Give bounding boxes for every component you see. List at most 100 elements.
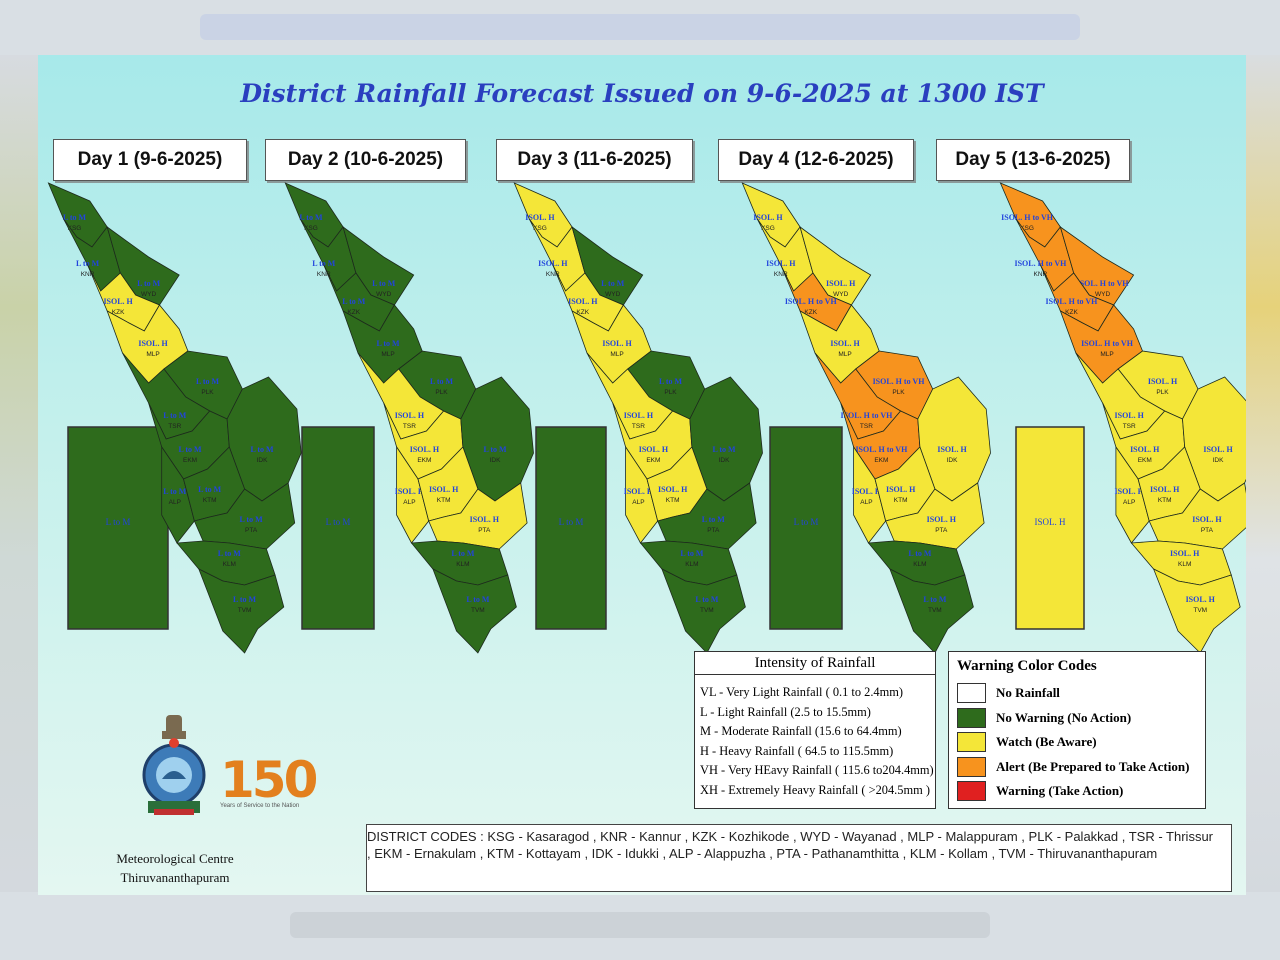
district-code-label: IDK — [490, 457, 502, 464]
district-code-label: TSR — [403, 423, 416, 430]
district-code-label: KZK — [112, 309, 125, 316]
district-code-label: IDK — [257, 457, 269, 464]
district-code-label: ALP — [632, 499, 644, 506]
district-code-label: KLM — [223, 561, 236, 568]
district-code-label: TVM — [700, 607, 714, 614]
blurred-right-edge — [1246, 55, 1280, 895]
warning-legend-label: Watch (Be Aware) — [996, 734, 1097, 750]
district-forecast-label: ISOL. H — [766, 259, 796, 268]
district-forecast-label: ISOL. H — [1186, 595, 1216, 604]
district-forecast-label: ISOL. H to VH — [873, 377, 926, 386]
district-code-label: KSG — [304, 225, 318, 232]
district-code-label: TSR — [1123, 423, 1136, 430]
district-forecast-label: ISOL. H — [624, 411, 654, 420]
lakshadweep-label: L to M — [559, 517, 584, 527]
day-3-label: Day 3 (11-6-2025) — [496, 139, 693, 181]
district-code-label: PLK — [664, 389, 677, 396]
district-code-label: ALP — [403, 499, 415, 506]
blurred-left-edge — [0, 55, 40, 895]
district-code-label: PLK — [892, 389, 905, 396]
org-name-line1: Meteorological Centre — [116, 851, 234, 866]
lakshadweep-box — [1015, 426, 1085, 630]
district-code-label: EKM — [646, 457, 660, 464]
intensity-item: VL - Very Light Rainfall ( 0.1 to 2.4mm) — [700, 685, 904, 699]
district-forecast-label: ISOL. H — [410, 445, 440, 454]
district-forecast-label: L to M — [923, 595, 947, 604]
district-forecast-label: ISOL. H — [1115, 411, 1145, 420]
district-forecast-label: L to M — [601, 279, 625, 288]
district-code-label: KZK — [576, 309, 589, 316]
district-forecast-label: ISOL. H to VH — [1046, 297, 1099, 306]
district-code-label: KNR — [774, 271, 788, 278]
district-forecast-label: ISOL. H — [1170, 549, 1200, 558]
district-alp — [625, 445, 659, 544]
district-forecast-label: L to M — [163, 487, 187, 496]
district-code-label: EKM — [183, 457, 197, 464]
district-code-label: MLP — [146, 351, 159, 358]
imd-seal-icon — [142, 738, 206, 815]
district-forecast-label: L to M — [702, 515, 726, 524]
district-forecast-label: ISOL. H — [470, 515, 500, 524]
district-forecast-label: ISOL. H — [525, 213, 555, 222]
district-forecast-label: ISOL. H — [937, 445, 967, 454]
district-alp — [853, 445, 887, 544]
district-code-label: TVM — [471, 607, 485, 614]
district-code-label: EKM — [417, 457, 431, 464]
lakshadweep-box — [769, 426, 843, 630]
district-code-label: PTA — [707, 527, 720, 534]
district-forecast-label: ISOL. H to VH — [840, 411, 893, 420]
district-forecast-label: ISOL. H — [1130, 445, 1160, 454]
warning-legend-label: No Rainfall — [996, 685, 1060, 701]
district-forecast-label: L to M — [250, 445, 274, 454]
district-forecast-label: ISOL. H — [826, 279, 856, 288]
district-code-label: TVM — [928, 607, 942, 614]
district-code-label: PLK — [435, 389, 448, 396]
blurred-top-strip — [0, 0, 1280, 55]
lakshadweep-label: L to M — [326, 517, 351, 527]
district-forecast-label: ISOL. H to VH — [1081, 339, 1134, 348]
district-forecast-label: ISOL. H — [1192, 515, 1222, 524]
district-code-label: MLP — [381, 351, 394, 358]
imd-emblem-logo — [142, 715, 206, 815]
district-code-label: MLP — [1100, 351, 1113, 358]
district-code-label: KNR — [81, 271, 95, 278]
district-code-label: KTM — [666, 497, 680, 504]
district-code-label: KSG — [533, 225, 547, 232]
district-code-label: IDK — [1213, 457, 1225, 464]
district-forecast-label: L to M — [659, 377, 683, 386]
district-forecast-label: ISOL. H — [927, 515, 957, 524]
district-code-label: TVM — [238, 607, 252, 614]
anniversary-tagline: Years of Service to the Nation — [220, 803, 300, 809]
district-forecast-label: ISOL. H to VH — [1001, 213, 1054, 222]
district-code-label: WYD — [605, 291, 620, 298]
district-forecast-label: L to M — [196, 377, 220, 386]
district-forecast-label: L to M — [312, 259, 336, 268]
org-name-line2: Thiruvananthapuram — [120, 870, 230, 885]
district-code-label: KZK — [804, 309, 817, 316]
district-codes-box: DISTRICT CODES : KSG - Kasaragod , KNR -… — [366, 824, 1232, 892]
district-forecast-label: L to M — [76, 259, 100, 268]
district-code-label: KSG — [761, 225, 775, 232]
district-forecast-label: L to M — [430, 377, 454, 386]
district-forecast-label: ISOL. H — [1150, 485, 1180, 494]
intensity-item: L - Light Rainfall (2.5 to 15.5mm) — [700, 704, 871, 719]
lakshadweep-label: ISOL. H — [1035, 517, 1066, 527]
intensity-legend-title: Intensity of Rainfall — [695, 652, 935, 675]
district-forecast-label: L to M — [483, 445, 507, 454]
intensity-item: XH - Extremely Heavy Rainfall ( >204.5mm… — [700, 782, 930, 797]
district-code-label: ALP — [169, 499, 181, 506]
forecast-panel: District Rainfall Forecast Issued on 9-6… — [38, 55, 1246, 895]
district-codes-line: , EKM - Ernakulam , KTM - Kottayam , IDK… — [367, 846, 1158, 861]
district-code-label: KNR — [317, 271, 331, 278]
district-code-label: PLK — [1156, 389, 1169, 396]
intensity-item: VH - Very HEavy Rainfall ( 115.6 to204.4… — [700, 763, 934, 778]
district-forecast-label: L to M — [233, 595, 257, 604]
district-forecast-label: ISOL. H — [1115, 487, 1145, 496]
district-code-label: TSR — [860, 423, 873, 430]
district-forecast-label: ISOL. H — [852, 487, 882, 496]
page-title: District Rainfall Forecast Issued on 9-6… — [240, 79, 1044, 108]
day-4-label: Day 4 (12-6-2025) — [718, 139, 914, 181]
warning-legend-label: Warning (Take Action) — [996, 783, 1124, 799]
